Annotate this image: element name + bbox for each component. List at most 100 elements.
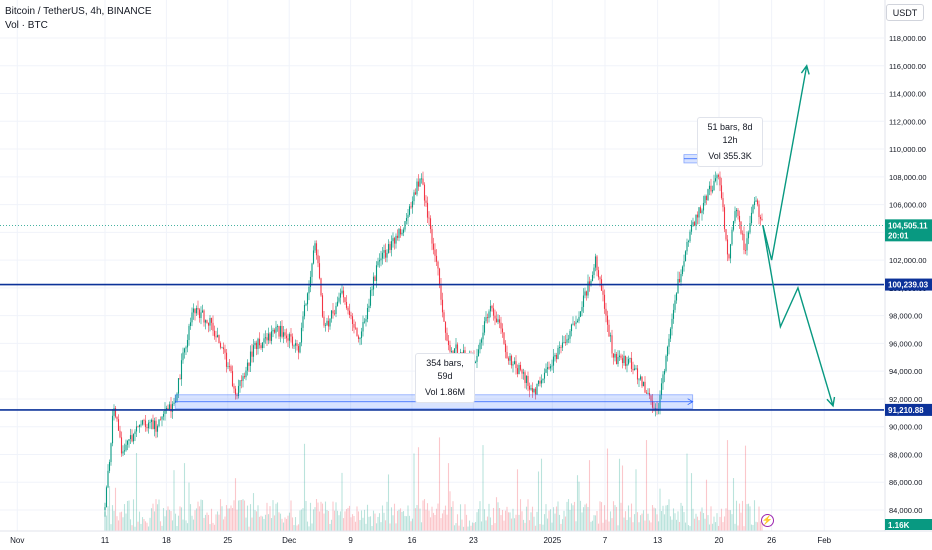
candle bbox=[732, 220, 735, 232]
candle bbox=[753, 196, 756, 210]
candle-body bbox=[234, 388, 237, 395]
volume-bar bbox=[612, 501, 615, 531]
candle bbox=[180, 353, 183, 386]
symbol-title[interactable]: Bitcoin / TetherUS, 4h, BINANCE bbox=[5, 6, 152, 17]
volume-bar bbox=[485, 520, 487, 531]
volume-bar bbox=[347, 507, 349, 531]
candle-body bbox=[335, 305, 337, 314]
volume-bar bbox=[159, 521, 162, 531]
candle bbox=[660, 378, 663, 400]
volume-bar bbox=[687, 525, 690, 531]
volume-bar bbox=[432, 512, 435, 531]
volume-bar bbox=[755, 521, 757, 531]
candle-body bbox=[369, 290, 372, 306]
candle bbox=[210, 317, 213, 330]
candle-body bbox=[731, 229, 733, 245]
volume-bar bbox=[633, 514, 636, 531]
candle bbox=[737, 208, 739, 220]
candle-body bbox=[432, 243, 435, 250]
volume-bar bbox=[450, 506, 453, 531]
candle-body bbox=[716, 175, 718, 179]
volume-bar bbox=[503, 520, 505, 531]
candle bbox=[344, 297, 346, 305]
candle bbox=[378, 253, 381, 268]
candle bbox=[318, 255, 321, 280]
candle bbox=[380, 250, 382, 267]
volume-bar bbox=[233, 500, 235, 531]
candle bbox=[203, 309, 205, 327]
candle-body bbox=[672, 309, 675, 319]
candle bbox=[213, 325, 216, 340]
candle-body bbox=[270, 331, 273, 341]
candle bbox=[479, 339, 481, 354]
candle bbox=[621, 354, 624, 369]
candle-body bbox=[212, 322, 214, 331]
volume-bar bbox=[227, 508, 229, 531]
candle-body bbox=[485, 317, 487, 322]
candle-body bbox=[183, 348, 186, 353]
candle bbox=[408, 204, 411, 217]
volume-bar bbox=[428, 510, 430, 531]
candle-body bbox=[374, 276, 376, 281]
candle bbox=[192, 303, 195, 320]
candle bbox=[293, 344, 295, 350]
candle bbox=[548, 361, 550, 370]
candle bbox=[570, 323, 573, 337]
currency-selector[interactable]: USDT bbox=[886, 4, 924, 21]
volume-bar bbox=[276, 502, 279, 531]
volume-bar bbox=[563, 510, 565, 531]
candle-body bbox=[447, 340, 450, 346]
volume-bar bbox=[699, 511, 702, 531]
candle-body bbox=[251, 351, 253, 357]
candle-body bbox=[426, 202, 429, 218]
candle-body bbox=[347, 307, 349, 311]
candle bbox=[270, 325, 273, 345]
candle bbox=[567, 334, 570, 344]
candle-body bbox=[338, 297, 340, 302]
candle-body bbox=[218, 335, 220, 344]
candle bbox=[521, 368, 523, 380]
volume-bar bbox=[744, 445, 747, 531]
lightning-icon[interactable]: ⚡ bbox=[761, 514, 774, 527]
candle-body bbox=[572, 323, 574, 325]
candle bbox=[627, 355, 630, 366]
candle-body bbox=[204, 320, 207, 323]
candle bbox=[263, 333, 265, 349]
candle-body bbox=[614, 353, 616, 358]
candle bbox=[686, 238, 688, 255]
measure-recent-bars: 51 bars, 8d 12h bbox=[707, 122, 753, 145]
candle-body bbox=[590, 280, 592, 286]
candle-body bbox=[429, 218, 432, 229]
candle-body bbox=[210, 317, 213, 323]
volume-bar bbox=[162, 507, 165, 531]
volume-bar bbox=[126, 500, 129, 531]
candle bbox=[212, 315, 214, 336]
volume-bar bbox=[257, 505, 259, 531]
candle-body bbox=[303, 305, 306, 317]
candle bbox=[722, 192, 724, 212]
candle bbox=[641, 376, 643, 388]
candle bbox=[108, 459, 111, 474]
candle bbox=[597, 266, 600, 281]
volume-bar bbox=[135, 453, 138, 531]
volume-bar bbox=[660, 510, 663, 531]
volume-bar bbox=[359, 520, 361, 531]
volume-bar bbox=[602, 522, 604, 531]
candle bbox=[255, 340, 258, 356]
candle-body bbox=[291, 336, 294, 346]
candle-body bbox=[569, 331, 571, 339]
volume-indicator-label[interactable]: Vol · BTC bbox=[5, 20, 48, 31]
candle bbox=[509, 353, 511, 366]
candle bbox=[173, 397, 175, 406]
volume-bar bbox=[738, 503, 741, 531]
current-price-badge-bg bbox=[885, 219, 932, 242]
candle bbox=[275, 320, 277, 339]
candle bbox=[575, 315, 577, 330]
candle bbox=[281, 320, 283, 339]
volume-bar bbox=[321, 503, 324, 531]
candle-body bbox=[558, 347, 561, 348]
volume-bar bbox=[417, 447, 420, 531]
candle bbox=[486, 313, 489, 324]
